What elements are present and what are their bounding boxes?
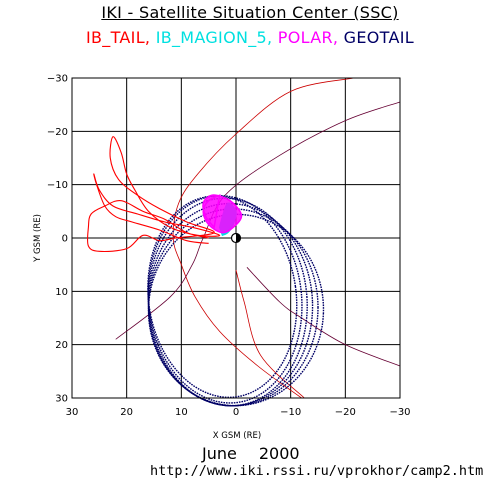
earth-marker: [230, 232, 242, 244]
y-tick-label: 10: [55, 287, 68, 298]
x-tick-label: 20: [120, 407, 133, 418]
geotail-orbit: [147, 213, 325, 407]
x-tick-label: −10: [280, 407, 301, 418]
y-tick-label: −30: [47, 74, 68, 85]
y-axis-label: Y GSM (RE): [33, 214, 43, 263]
source-url: http://www.iki.rssi.ru/vprokhor/camp2.ht…: [150, 463, 484, 479]
chart-title: IKI - Satellite Situation Center (SSC): [101, 3, 399, 22]
legend-item-polar: POLAR: [277, 28, 333, 47]
ib-tail-trajectory: [86, 136, 221, 253]
legend-separator: ,: [144, 28, 156, 47]
x-axis-ticks: 30 20 10 0 −10 −20 −30: [66, 407, 411, 418]
x-axis-label: X GSM (RE): [213, 431, 261, 441]
y-tick-label: 20: [55, 340, 68, 351]
y-axis-ticks: −30 −20 −10 0 10 20 30: [47, 74, 68, 405]
legend: IB_TAIL, IB_MAGION_5, POLAR, GEOTAIL: [0, 28, 500, 47]
x-tick-label: 0: [233, 407, 239, 418]
month-label: June: [202, 444, 237, 463]
legend-item-ib-tail: IB_TAIL: [86, 28, 145, 47]
legend-separator: ,: [267, 28, 278, 47]
y-tick-label: −10: [47, 180, 68, 191]
polar-orbit: [202, 194, 243, 234]
legend-separator: ,: [332, 28, 344, 47]
earth-night-side: [236, 233, 241, 243]
reference-curve: [235, 269, 305, 399]
x-tick-label: 30: [66, 407, 79, 418]
plot-frame: [71, 77, 401, 399]
legend-item-geotail: GEOTAIL: [343, 28, 414, 47]
x-tick-label: −20: [335, 407, 356, 418]
date-label: June 2000: [202, 444, 322, 463]
x-tick-label: −30: [389, 407, 410, 418]
y-tick-label: 30: [55, 394, 68, 405]
year-label: 2000: [258, 444, 300, 463]
y-tick-label: −20: [47, 127, 68, 138]
y-tick-label: 0: [62, 234, 68, 245]
legend-item-ib-magion-5: IB_MAGION_5: [155, 28, 268, 47]
plot-series: [86, 136, 325, 407]
x-tick-label: 10: [175, 407, 188, 418]
